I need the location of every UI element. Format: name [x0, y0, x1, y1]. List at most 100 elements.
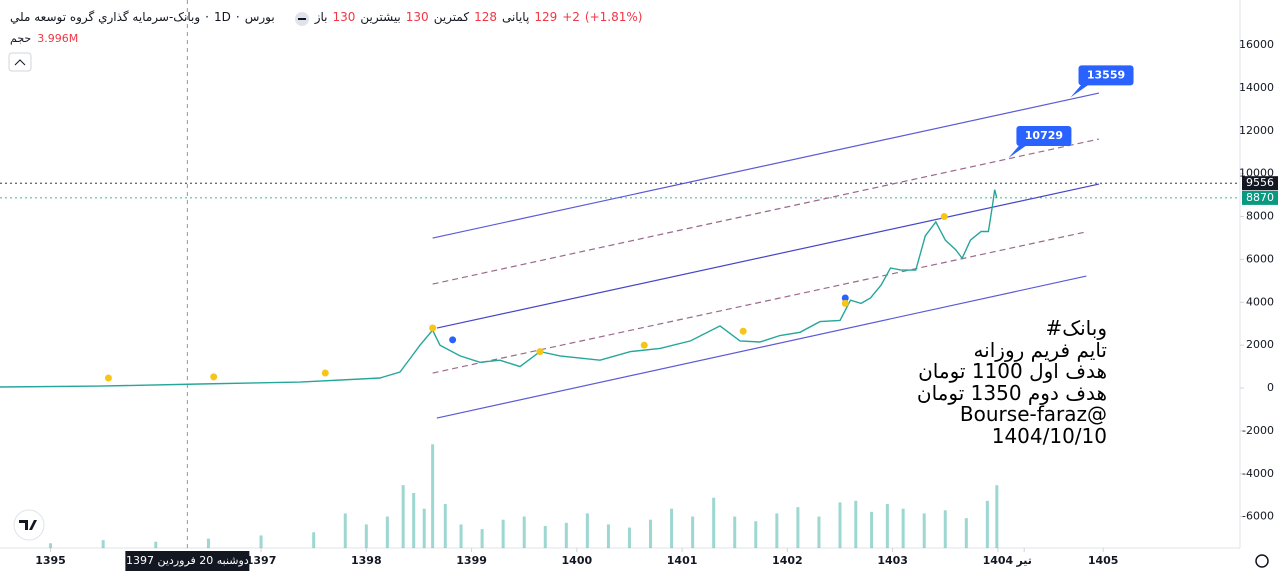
- annotation-line: Bourse-faraz@: [959, 402, 1107, 426]
- interval: 1D: [214, 10, 231, 24]
- callout-label: 10729: [1025, 129, 1063, 142]
- callout-pointer: [1070, 83, 1091, 98]
- volume-bar: [995, 485, 999, 548]
- volume-bar: [412, 493, 416, 548]
- annotation-line: #وبانک: [1045, 316, 1107, 340]
- volume-bar: [343, 513, 347, 548]
- y-tick-label: 16000: [1239, 38, 1274, 51]
- event-marker: [940, 213, 948, 221]
- y-tick-label: 6000: [1246, 252, 1274, 265]
- volume-bar: [943, 510, 947, 548]
- y-tick-label: 2000: [1246, 338, 1274, 351]
- volume-bar: [627, 527, 631, 548]
- volume-bar: [922, 513, 926, 548]
- volume-bar: [422, 508, 426, 548]
- price-label-bg: [1242, 190, 1278, 205]
- volume-bar: [312, 532, 316, 548]
- logo-mark: [19, 520, 37, 530]
- price-label: 8870: [1246, 191, 1274, 204]
- ohlc-label: باز: [314, 10, 328, 24]
- volume-value: 3.996M: [37, 32, 79, 45]
- crosshair-label-bg: [125, 551, 250, 571]
- volume-bar: [838, 502, 842, 548]
- ohlc-label: پایانی: [501, 10, 530, 24]
- trend-line: [432, 92, 1100, 239]
- x-tick-label: تیر: [1015, 554, 1031, 567]
- x-tick-label: 1402: [772, 554, 803, 567]
- change: +2: [562, 10, 580, 24]
- event-marker: [210, 373, 218, 381]
- annotation-line: هدف اول 1100 تومان: [918, 359, 1107, 383]
- price-label: 9556: [1246, 176, 1274, 189]
- event-marker: [841, 299, 849, 307]
- callout-box: [1016, 126, 1072, 147]
- ohlc-value: 128: [474, 10, 497, 24]
- trend-line: [436, 275, 1087, 419]
- volume-bar: [522, 516, 526, 548]
- exchange: بورس: [244, 10, 275, 24]
- y-tick-label: -4000: [1242, 467, 1274, 480]
- event-marker: [841, 294, 849, 302]
- callout-label: 13559: [1087, 68, 1125, 81]
- volume-bar: [670, 508, 674, 548]
- x-tick-label: 1401: [667, 554, 698, 567]
- ohlc-value: 130: [405, 10, 429, 24]
- volume-bar: [259, 535, 263, 548]
- callout-box: [1078, 65, 1134, 86]
- separator: ·: [235, 10, 240, 24]
- volume-bar: [480, 529, 484, 548]
- volume-bar: [401, 485, 405, 548]
- price-line-series: [0, 189, 998, 388]
- volume-bar: [885, 504, 889, 548]
- volume-bar: [985, 500, 989, 548]
- event-marker: [321, 369, 329, 377]
- y-tick-label: 8000: [1246, 210, 1274, 223]
- x-tick-label: 1400: [562, 554, 593, 567]
- crosshair-label: دوشنبه 20 فروردین 1397: [126, 554, 249, 567]
- y-tick-label: 0: [1267, 381, 1274, 394]
- y-tick-label: -2000: [1242, 424, 1274, 437]
- x-tick-label: 1399: [456, 554, 487, 567]
- volume-bar: [443, 504, 447, 548]
- volume-bar: [712, 497, 716, 548]
- ohlc-label: کمترین: [433, 10, 470, 24]
- settings-button[interactable]: [1255, 554, 1269, 568]
- y-tick-label: 12000: [1239, 124, 1274, 137]
- volume-bar: [364, 524, 368, 548]
- annotation: #وبانک تایم فریم روزانه هدف اول 1100 تومان…: [917, 316, 1107, 447]
- volume-bar: [385, 516, 389, 548]
- event-marker: [429, 324, 437, 332]
- event-marker: [739, 327, 747, 335]
- callout-pointer: [1008, 144, 1029, 159]
- event-marker: [536, 348, 544, 356]
- price-label-bg: [1242, 176, 1278, 191]
- volume-bar: [585, 513, 589, 548]
- volume-bar: [775, 513, 779, 548]
- trend-line: [436, 183, 1100, 329]
- volume-bar: [649, 519, 653, 548]
- volume-bar: [964, 518, 968, 548]
- volume-bar: [154, 541, 158, 548]
- symbol-name: وبانک-سرمایه گذاري گروه توسعه ملي: [10, 10, 201, 24]
- ohlc-value: 130: [332, 10, 356, 24]
- y-tick-label: 4000: [1246, 295, 1274, 308]
- volume-bar: [459, 524, 463, 548]
- volume-bar: [501, 519, 505, 548]
- volume-bar: [564, 522, 568, 548]
- volume-bar: [691, 516, 695, 548]
- volume-bar: [49, 543, 53, 548]
- volume-bar: [431, 444, 435, 548]
- volume-bar: [870, 511, 874, 548]
- logo[interactable]: [13, 509, 45, 541]
- x-tick-label: 1395: [35, 554, 66, 567]
- volume-bar: [754, 521, 758, 548]
- x-tick-label: 1403: [877, 554, 908, 567]
- separator: ·: [205, 10, 209, 24]
- header: وبانک-سرمایه گذاري گروه توسعه ملي · 1D · ب…: [10, 10, 642, 24]
- collapse-icon: [14, 59, 26, 66]
- collapse-button[interactable]: [8, 52, 32, 72]
- x-tick-label: 1404: [983, 554, 1014, 567]
- x-tick-label: 1397: [246, 554, 277, 567]
